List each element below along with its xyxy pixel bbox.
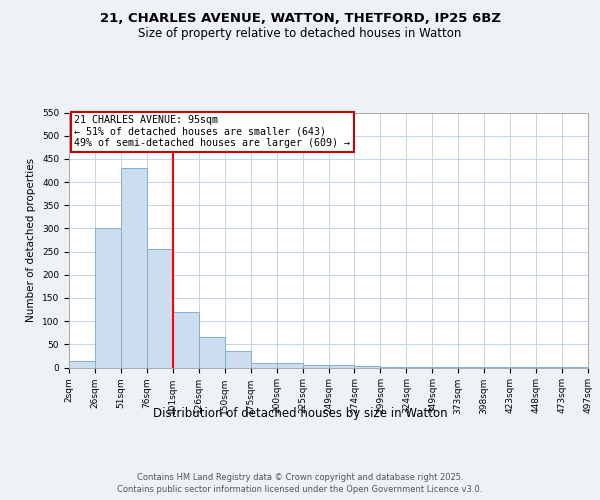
Text: Contains HM Land Registry data © Crown copyright and database right 2025.: Contains HM Land Registry data © Crown c… [137, 472, 463, 482]
Text: Contains public sector information licensed under the Open Government Licence v3: Contains public sector information licen… [118, 485, 482, 494]
Bar [147, 250, 173, 368]
Bar [380, 366, 406, 368]
Bar [329, 365, 355, 368]
Bar [277, 363, 302, 368]
Bar [69, 360, 95, 368]
Text: Size of property relative to detached houses in Watton: Size of property relative to detached ho… [139, 28, 461, 40]
Bar [302, 365, 329, 368]
Text: 21 CHARLES AVENUE: 95sqm
← 51% of detached houses are smaller (643)
49% of semi-: 21 CHARLES AVENUE: 95sqm ← 51% of detach… [74, 115, 350, 148]
Bar [121, 168, 147, 368]
Bar [406, 366, 432, 368]
Text: 21, CHARLES AVENUE, WATTON, THETFORD, IP25 6BZ: 21, CHARLES AVENUE, WATTON, THETFORD, IP… [100, 12, 500, 26]
Bar [225, 352, 251, 368]
Bar [355, 366, 380, 368]
Bar [251, 363, 277, 368]
Bar [95, 228, 121, 368]
Y-axis label: Number of detached properties: Number of detached properties [26, 158, 37, 322]
Text: Distribution of detached houses by size in Watton: Distribution of detached houses by size … [152, 408, 448, 420]
Bar [173, 312, 199, 368]
Bar [199, 338, 224, 368]
